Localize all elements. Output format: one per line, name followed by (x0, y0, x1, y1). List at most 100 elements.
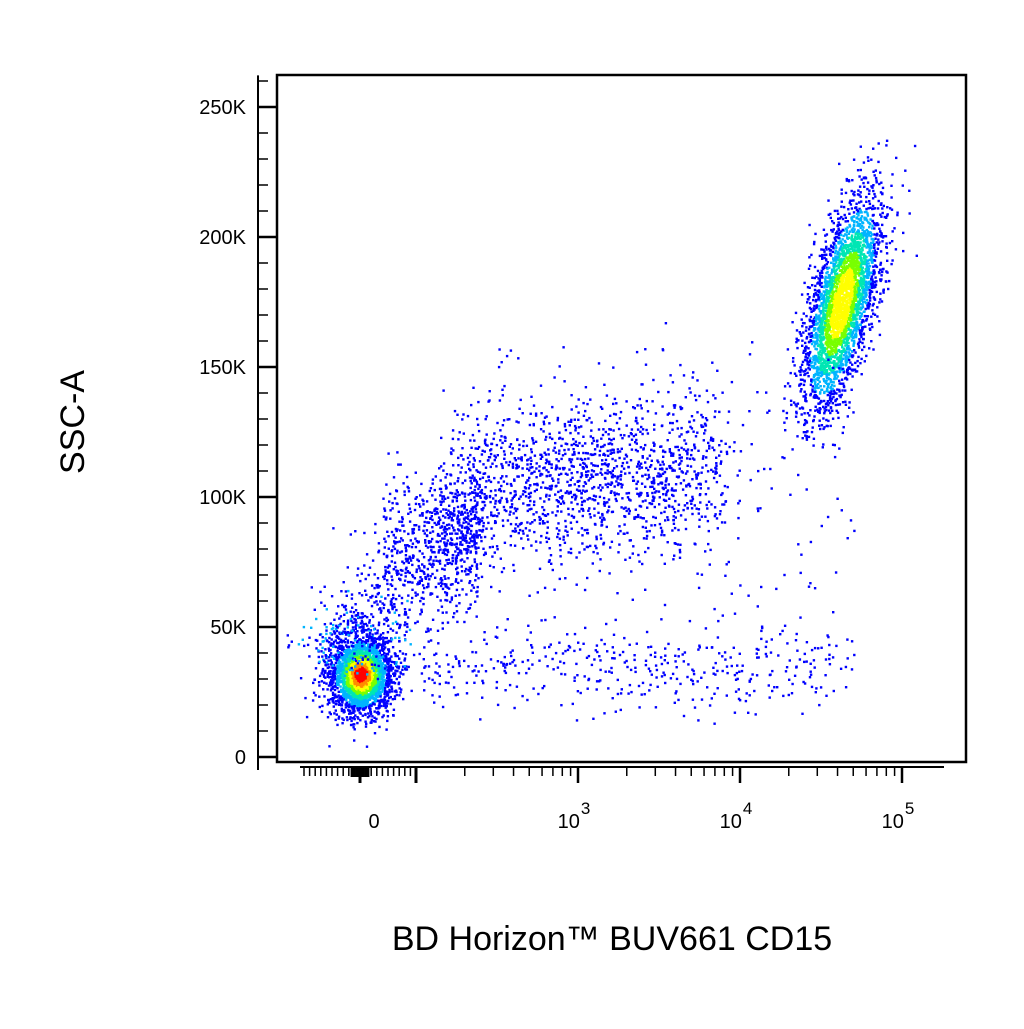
data-point (704, 493, 708, 496)
data-point (409, 557, 412, 560)
data-point (678, 435, 681, 438)
data-point (680, 407, 684, 410)
data-point (541, 522, 545, 525)
data-point (402, 562, 406, 565)
data-point (533, 483, 536, 486)
data-point (661, 450, 665, 453)
data-point (405, 475, 409, 479)
data-point (313, 608, 316, 611)
data-point (508, 513, 511, 516)
data-point (599, 445, 603, 449)
data-point (484, 417, 487, 421)
data-point (478, 485, 481, 488)
data-point (476, 494, 479, 497)
data-point (350, 641, 353, 644)
data-point (589, 453, 592, 456)
data-point (342, 692, 345, 696)
data-point (359, 655, 363, 659)
data-point (460, 526, 464, 529)
data-point (354, 618, 357, 622)
data-point (511, 466, 515, 469)
data-point (571, 495, 574, 499)
data-point (429, 575, 432, 578)
data-point (356, 659, 360, 662)
data-point (468, 566, 471, 569)
data-point (678, 556, 682, 559)
data-point (616, 451, 620, 454)
data-point (680, 456, 683, 459)
data-point (357, 717, 360, 720)
data-point (400, 537, 403, 540)
data-point (407, 503, 411, 506)
data-point (325, 656, 328, 660)
data-point (347, 663, 351, 666)
data-point (364, 699, 367, 703)
data-point (718, 474, 722, 477)
data-point (558, 496, 562, 499)
data-point (338, 669, 342, 672)
data-point (478, 520, 482, 524)
data-point (560, 510, 563, 513)
data-point (386, 676, 389, 679)
data-point (473, 499, 477, 502)
data-point (535, 476, 538, 479)
data-point (671, 529, 674, 532)
data-point (342, 682, 345, 686)
data-points-layer (286, 139, 918, 748)
data-point (366, 673, 369, 676)
data-point (591, 487, 594, 490)
data-point (404, 554, 408, 557)
data-point (635, 471, 639, 474)
data-point (604, 471, 607, 475)
data-point (368, 683, 371, 686)
data-point (699, 487, 702, 490)
data-point (392, 714, 395, 717)
data-point (361, 707, 365, 711)
data-point (513, 490, 516, 493)
data-point (441, 495, 444, 498)
data-point (706, 519, 710, 523)
data-point (659, 463, 662, 467)
data-point (496, 454, 499, 457)
data-point (347, 708, 350, 712)
data-point (577, 418, 580, 421)
data-point (466, 512, 469, 515)
data-point (540, 486, 543, 489)
data-point (691, 376, 694, 379)
data-point (615, 402, 618, 405)
data-point (714, 397, 717, 400)
data-point (472, 386, 475, 389)
data-point (344, 604, 347, 608)
data-point (672, 507, 676, 511)
data-point (362, 662, 365, 665)
data-point (568, 424, 571, 427)
data-point (346, 566, 349, 569)
data-point (340, 632, 343, 635)
data-point (557, 452, 561, 455)
data-point (527, 492, 531, 495)
data-point (456, 505, 460, 509)
data-point (354, 675, 357, 678)
data-point (368, 714, 371, 718)
data-point (512, 495, 516, 498)
data-point (718, 454, 721, 457)
data-point (475, 531, 478, 534)
data-point (699, 501, 702, 504)
data-point (384, 597, 387, 600)
data-point (644, 526, 647, 529)
data-point (411, 588, 414, 591)
data-point (431, 551, 434, 554)
data-point (627, 465, 630, 469)
data-point (387, 535, 390, 538)
data-point (372, 671, 375, 675)
data-point (573, 451, 576, 454)
data-point (386, 719, 389, 723)
data-point (364, 703, 367, 706)
data-point (678, 457, 681, 460)
data-point (539, 384, 543, 387)
data-point (466, 529, 469, 532)
data-point (366, 640, 370, 643)
data-point (395, 571, 398, 575)
data-point (392, 596, 395, 600)
data-point (666, 541, 669, 544)
